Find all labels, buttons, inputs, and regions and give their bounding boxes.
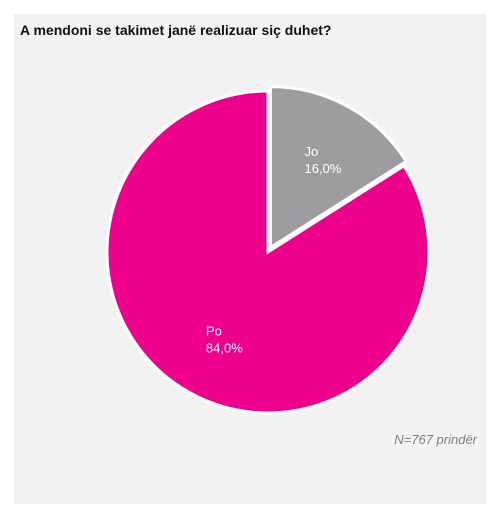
slice-value-jo: 16,0%: [304, 161, 341, 176]
chart-title: A mendoni se takimet janë realizuar siç …: [20, 22, 332, 38]
pie-slice-jo: [268, 85, 409, 251]
sample-size-note: N=767 prindër: [394, 432, 477, 447]
slice-label-po: Po: [206, 323, 222, 338]
pie-slice-po: [105, 89, 431, 415]
slice-label-jo: Jo: [304, 144, 318, 159]
slice-value-po: 84,0%: [206, 340, 243, 355]
